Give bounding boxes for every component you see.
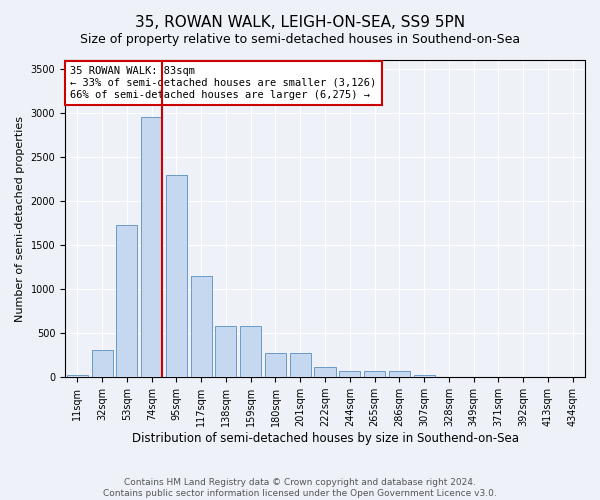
Bar	[339, 370, 360, 377]
Bar	[364, 371, 385, 377]
Bar	[191, 276, 212, 377]
Bar	[290, 352, 311, 377]
Bar	[141, 118, 162, 377]
Bar	[116, 225, 137, 377]
Bar	[92, 350, 113, 377]
Bar	[265, 352, 286, 377]
Bar	[166, 174, 187, 377]
X-axis label: Distribution of semi-detached houses by size in Southend-on-Sea: Distribution of semi-detached houses by …	[131, 432, 518, 445]
Text: 35, ROWAN WALK, LEIGH-ON-SEA, SS9 5PN: 35, ROWAN WALK, LEIGH-ON-SEA, SS9 5PN	[135, 15, 465, 30]
Bar	[389, 371, 410, 377]
Bar	[314, 366, 335, 377]
Bar	[215, 326, 236, 377]
Bar	[413, 374, 434, 377]
Bar	[67, 376, 88, 377]
Y-axis label: Number of semi-detached properties: Number of semi-detached properties	[15, 116, 25, 322]
Text: 35 ROWAN WALK: 83sqm
← 33% of semi-detached houses are smaller (3,126)
66% of se: 35 ROWAN WALK: 83sqm ← 33% of semi-detac…	[70, 66, 376, 100]
Text: Contains HM Land Registry data © Crown copyright and database right 2024.
Contai: Contains HM Land Registry data © Crown c…	[103, 478, 497, 498]
Text: Size of property relative to semi-detached houses in Southend-on-Sea: Size of property relative to semi-detach…	[80, 32, 520, 46]
Bar	[240, 326, 261, 377]
